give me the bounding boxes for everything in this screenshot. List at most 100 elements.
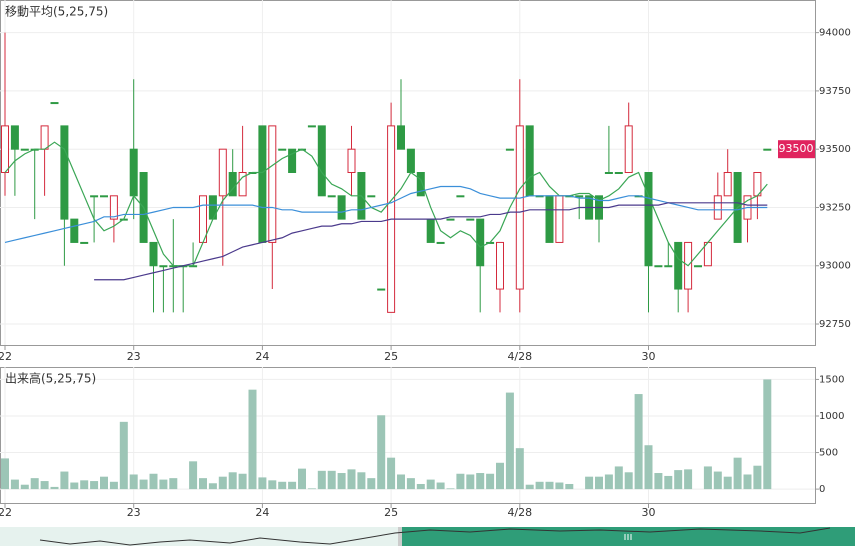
candle-body bbox=[347, 148, 356, 174]
candle-body bbox=[1, 125, 9, 173]
volume-bar bbox=[664, 475, 673, 490]
y-tick-label: 0 bbox=[819, 484, 825, 495]
volume-bar bbox=[585, 476, 594, 490]
volume-bar bbox=[703, 466, 712, 490]
volume-bar bbox=[100, 476, 108, 490]
volume-bar bbox=[189, 461, 198, 490]
candle-body bbox=[307, 125, 316, 128]
volume-bar bbox=[604, 474, 613, 490]
volume-bar bbox=[199, 478, 207, 490]
volume-bar bbox=[753, 465, 762, 490]
candle-body bbox=[505, 148, 514, 151]
volume-bar bbox=[298, 468, 306, 490]
volume-bar bbox=[496, 462, 504, 490]
candle-body bbox=[100, 195, 108, 198]
volume-bar bbox=[406, 478, 415, 490]
panel-title: 出来高(5,25,75) bbox=[5, 371, 96, 386]
volume-bar bbox=[228, 472, 237, 490]
y-tick-label: 500 bbox=[819, 448, 838, 459]
volume-bar bbox=[763, 379, 772, 490]
volume-bar bbox=[466, 474, 475, 490]
candle-body bbox=[555, 195, 564, 243]
x-tick-label: 4/28 bbox=[507, 350, 532, 363]
volume-bar bbox=[426, 479, 435, 490]
moving-average-line bbox=[94, 202, 768, 281]
y-tick-label: 93000 bbox=[819, 261, 851, 272]
volume-bar bbox=[50, 486, 59, 490]
y-tick-label: 94000 bbox=[819, 28, 851, 39]
volume-bar bbox=[129, 474, 138, 490]
x-tick-label: 22 bbox=[0, 350, 12, 363]
candle-body bbox=[644, 172, 653, 267]
volume-bar bbox=[555, 482, 564, 490]
volume-bar bbox=[565, 483, 574, 490]
volume-bar bbox=[238, 473, 247, 490]
x-tick-label: 4/28 bbox=[507, 506, 532, 519]
candle-body bbox=[694, 265, 702, 268]
y-tick-label: 1500 bbox=[819, 374, 844, 385]
volume-bar bbox=[436, 482, 445, 490]
candle-body bbox=[109, 195, 118, 220]
volume-bar bbox=[10, 479, 19, 490]
last-price-label: 93500 bbox=[779, 142, 814, 155]
candle-body bbox=[614, 172, 623, 174]
candle-body bbox=[218, 148, 227, 197]
volume-bar bbox=[357, 472, 366, 490]
volume-bar bbox=[416, 483, 425, 490]
candle-body bbox=[406, 148, 415, 174]
candle-body bbox=[456, 195, 465, 198]
navigator[interactable] bbox=[0, 527, 855, 546]
panel-title: 移動平均(5,25,75) bbox=[5, 5, 108, 19]
volume-bar bbox=[367, 478, 376, 490]
candle-body bbox=[159, 265, 168, 268]
candle-body bbox=[545, 195, 554, 243]
volume-bar bbox=[40, 481, 49, 490]
candle-body bbox=[268, 125, 277, 243]
volume-bar bbox=[307, 488, 316, 490]
volume-bar bbox=[80, 480, 89, 490]
navigator-handle[interactable] bbox=[398, 527, 402, 546]
candle-body bbox=[60, 125, 69, 220]
volume-bar bbox=[377, 415, 386, 490]
candle-body bbox=[515, 125, 524, 290]
candle-body bbox=[466, 218, 475, 221]
volume-bar bbox=[337, 473, 346, 490]
candle-body bbox=[496, 241, 504, 290]
candle-body bbox=[20, 148, 29, 151]
candle-body bbox=[129, 148, 138, 197]
candle-body bbox=[416, 172, 425, 197]
volume-bar bbox=[20, 484, 29, 490]
y-tick-label: 1000 bbox=[819, 411, 844, 422]
last-price-badge bbox=[778, 140, 815, 159]
volume-bar bbox=[535, 481, 544, 490]
volume-bar bbox=[654, 473, 663, 490]
volume-bar bbox=[90, 481, 99, 490]
candle-body bbox=[238, 172, 247, 197]
candle-body bbox=[80, 241, 89, 244]
candle-body bbox=[624, 125, 633, 173]
volume-bar bbox=[674, 470, 683, 490]
volume-bar bbox=[446, 488, 455, 490]
candle-body bbox=[575, 195, 584, 198]
candle-body bbox=[40, 125, 49, 150]
moving-average-line bbox=[4, 141, 768, 267]
x-tick-label: 22 bbox=[0, 506, 12, 519]
volume-bar bbox=[149, 473, 158, 490]
candle-body bbox=[327, 195, 336, 198]
volume-bar bbox=[387, 457, 396, 490]
x-tick-label: 23 bbox=[127, 506, 141, 519]
candle-body bbox=[664, 265, 673, 268]
volume-bar bbox=[515, 448, 524, 490]
candle-body bbox=[397, 125, 405, 150]
volume-bar bbox=[268, 480, 277, 490]
candle-body bbox=[149, 241, 158, 267]
candle-body bbox=[377, 288, 386, 291]
volume-bar bbox=[70, 482, 79, 490]
volume-bar bbox=[733, 457, 742, 490]
volume-bar bbox=[545, 481, 554, 490]
volume-bar bbox=[169, 478, 178, 490]
candle-body bbox=[258, 125, 267, 243]
candle-body bbox=[90, 195, 99, 198]
x-tick-label: 24 bbox=[255, 506, 269, 519]
